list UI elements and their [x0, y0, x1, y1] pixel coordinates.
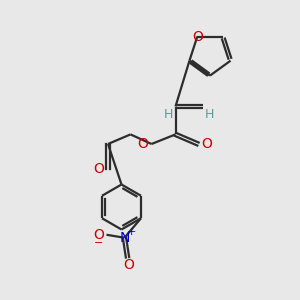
- Text: O: O: [124, 258, 134, 272]
- Text: +: +: [126, 227, 136, 237]
- Text: −: −: [94, 238, 104, 248]
- Text: H: H: [164, 108, 174, 122]
- Text: O: O: [201, 137, 212, 151]
- Text: H: H: [204, 108, 214, 122]
- Text: O: O: [192, 29, 203, 44]
- Text: O: O: [138, 137, 148, 151]
- Text: O: O: [94, 228, 104, 242]
- Text: N: N: [119, 231, 130, 245]
- Text: O: O: [94, 162, 104, 176]
